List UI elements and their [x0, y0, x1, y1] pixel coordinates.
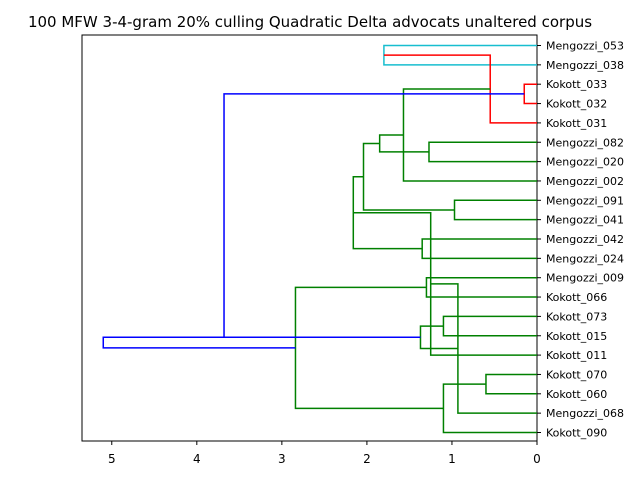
x-tick-label: 4 [193, 452, 201, 466]
x-tick-label: 3 [278, 452, 286, 466]
leaf-label: Kokott_032 [546, 98, 607, 111]
leaf-labels: Mengozzi_053 Mengozzi_038 Kokott_033 Kokott… [537, 40, 624, 440]
leaf-label: Kokott_070 [546, 368, 607, 381]
dendrogram-link [420, 326, 457, 348]
dendrogram-link [364, 143, 455, 210]
plot-area-frame [82, 35, 537, 441]
dendrogram-link [429, 142, 537, 161]
dendrogram-link [455, 200, 537, 219]
x-axis-ticks: 5 4 3 2 1 0 [108, 441, 541, 466]
leaf-label: Mengozzi_068 [546, 407, 624, 420]
dendrogram-link [103, 337, 420, 348]
dendrogram-link [524, 84, 537, 103]
dendrogram-link [380, 135, 429, 152]
dendrogram-link [403, 89, 537, 181]
leaf-label: Kokott_015 [546, 330, 607, 343]
leaf-label: Mengozzi_020 [546, 156, 624, 169]
dendrogram-links [103, 46, 537, 433]
leaf-label: Mengozzi_002 [546, 175, 624, 188]
leaf-label: Mengozzi_024 [546, 252, 624, 265]
leaf-label: Kokott_011 [546, 349, 607, 362]
x-tick-label: 1 [448, 452, 456, 466]
dendrogram-link [422, 239, 537, 258]
leaf-label: Kokott_073 [546, 310, 607, 323]
leaf-label: Kokott_033 [546, 78, 607, 91]
dendrogram-link [224, 94, 524, 337]
leaf-label: Mengozzi_041 [546, 214, 624, 227]
chart-title: 100 MFW 3-4-gram 20% culling Quadratic D… [28, 13, 592, 31]
leaf-label: Mengozzi_042 [546, 233, 624, 246]
dendrogram-link [426, 278, 537, 297]
x-tick-label: 2 [363, 452, 371, 466]
dendrogram-link [486, 374, 537, 393]
leaf-label: Mengozzi_009 [546, 272, 624, 285]
leaf-label: Kokott_060 [546, 388, 607, 401]
leaf-label: Mengozzi_091 [546, 194, 624, 207]
x-tick-label: 5 [108, 452, 116, 466]
leaf-label: Mengozzi_038 [546, 59, 624, 72]
x-tick-label: 0 [533, 452, 541, 466]
leaf-label: Kokott_066 [546, 291, 607, 304]
leaf-label: Kokott_090 [546, 427, 607, 440]
leaf-label: Kokott_031 [546, 117, 607, 130]
leaf-label: Mengozzi_082 [546, 136, 624, 149]
leaf-label: Mengozzi_053 [546, 40, 624, 53]
